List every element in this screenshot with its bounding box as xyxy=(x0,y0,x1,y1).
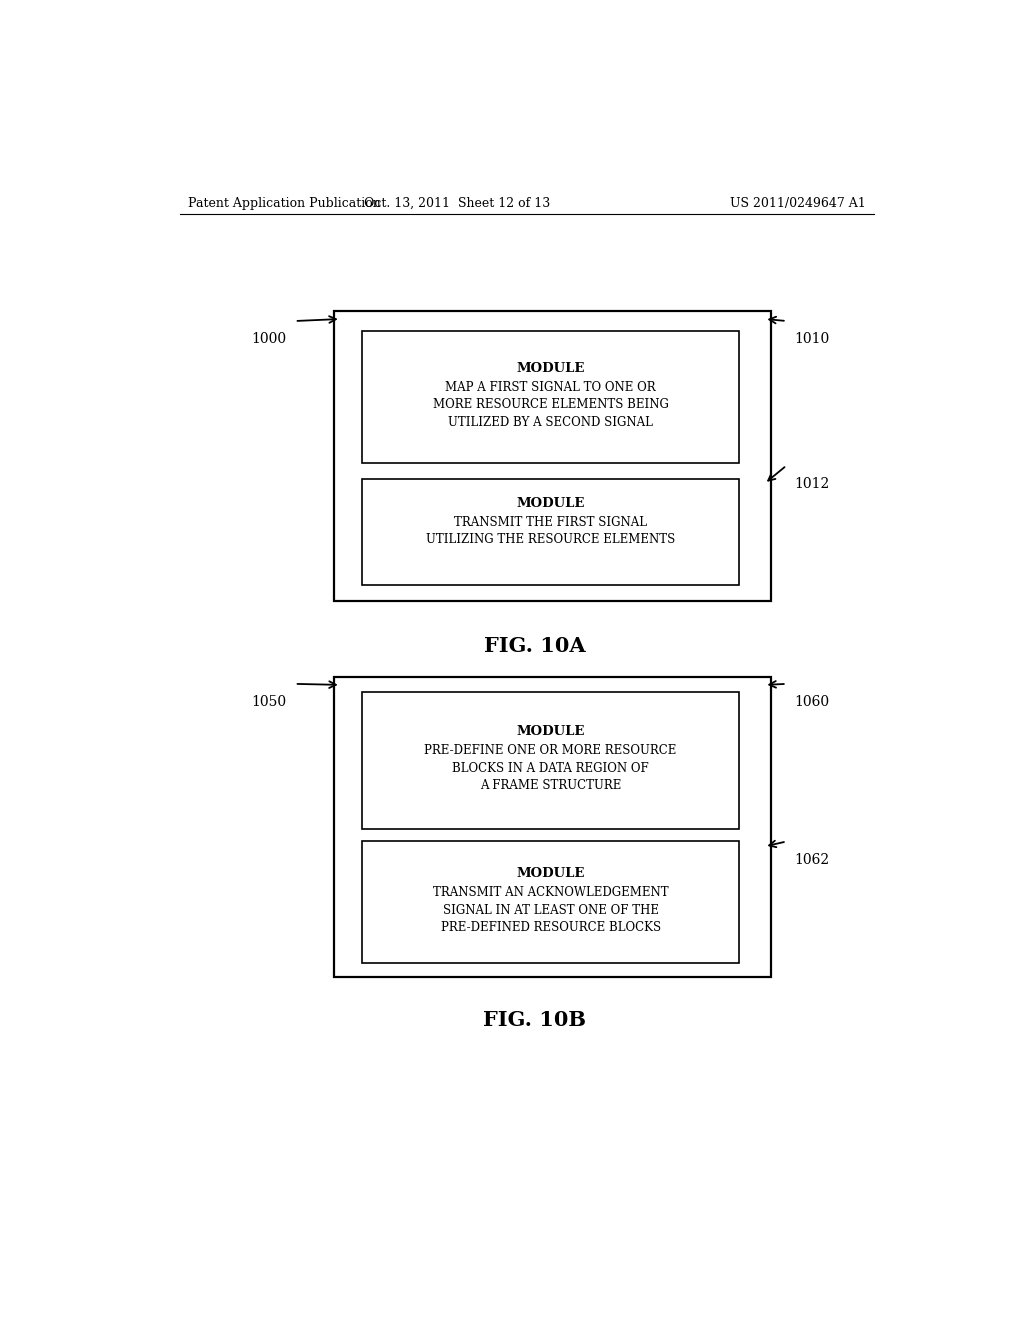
Text: TRANSMIT THE FIRST SIGNAL
UTILIZING THE RESOURCE ELEMENTS: TRANSMIT THE FIRST SIGNAL UTILIZING THE … xyxy=(426,516,675,546)
Text: 1012: 1012 xyxy=(795,477,829,491)
Text: US 2011/0249647 A1: US 2011/0249647 A1 xyxy=(730,197,866,210)
Bar xyxy=(362,479,739,585)
Bar xyxy=(362,841,739,964)
Bar xyxy=(334,312,771,601)
Text: MODULE: MODULE xyxy=(516,496,585,510)
Bar xyxy=(334,677,771,977)
Text: Oct. 13, 2011  Sheet 12 of 13: Oct. 13, 2011 Sheet 12 of 13 xyxy=(365,197,551,210)
Text: MODULE: MODULE xyxy=(516,867,585,880)
Text: 1062: 1062 xyxy=(795,853,829,867)
Text: PRE-DEFINE ONE OR MORE RESOURCE
BLOCKS IN A DATA REGION OF
A FRAME STRUCTURE: PRE-DEFINE ONE OR MORE RESOURCE BLOCKS I… xyxy=(424,744,677,792)
Text: 1010: 1010 xyxy=(795,333,829,346)
Text: MODULE: MODULE xyxy=(516,362,585,375)
Bar xyxy=(362,331,739,463)
Text: MAP A FIRST SIGNAL TO ONE OR
MORE RESOURCE ELEMENTS BEING
UTILIZED BY A SECOND S: MAP A FIRST SIGNAL TO ONE OR MORE RESOUR… xyxy=(433,381,669,429)
Bar xyxy=(362,692,739,829)
Text: FIG. 10B: FIG. 10B xyxy=(483,1010,586,1031)
Text: 1060: 1060 xyxy=(795,696,829,709)
Text: TRANSMIT AN ACKNOWLEDGEMENT
SIGNAL IN AT LEAST ONE OF THE
PRE-DEFINED RESOURCE B: TRANSMIT AN ACKNOWLEDGEMENT SIGNAL IN AT… xyxy=(433,886,669,935)
Text: 1050: 1050 xyxy=(252,696,287,709)
Text: FIG. 10A: FIG. 10A xyxy=(483,636,585,656)
Text: 1000: 1000 xyxy=(252,333,287,346)
Text: Patent Application Publication: Patent Application Publication xyxy=(187,197,380,210)
Text: MODULE: MODULE xyxy=(516,725,585,738)
